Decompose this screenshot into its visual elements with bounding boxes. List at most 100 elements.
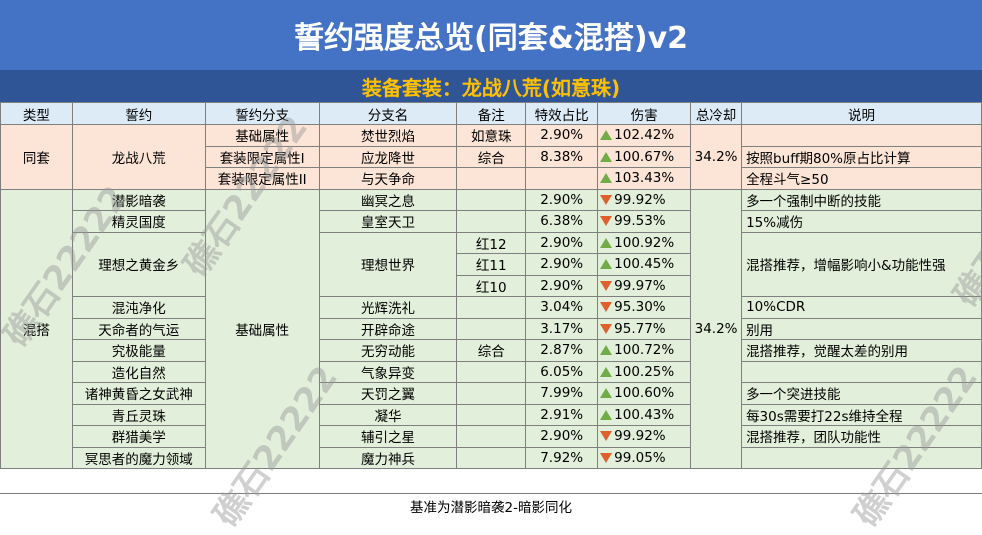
header-row: 类型 誓约 誓约分支 分支名 备注 特效占比 伤害 总冷却 说明 <box>0 102 982 125</box>
triangle-down-icon <box>600 302 613 313</box>
table-row: 红10 2.90% 99.97% <box>1 274 982 297</box>
note-cell <box>456 425 527 448</box>
damage-value: 100.43% <box>614 406 675 423</box>
pledge-cell: 天命者的气运 <box>71 317 206 340</box>
damage-cell: 100.72% <box>597 339 692 362</box>
damage-value: 100.25% <box>614 363 675 380</box>
note-cell <box>456 446 527 469</box>
damage-cell: 102.42% <box>597 124 692 147</box>
pledge-cell: 理想之黄金乡 <box>71 231 206 297</box>
table-row: 诸神黄昏之女武神 天罚之翼 7.99% 100.60% 多一个突进技能 <box>1 382 982 405</box>
desc-cell: 混搭推荐，觉醒太差的别用 <box>741 339 982 362</box>
triangle-up-icon <box>600 409 613 420</box>
branch-name-cell: 凝华 <box>318 403 458 426</box>
table-row: 理想之黄金乡 理想世界 红12 2.90% 100.92% 混搭推荐，增幅影响小&功能性强 <box>1 231 982 297</box>
desc-cell: 混搭推荐，团队功能性 <box>741 425 982 448</box>
pledge-cell: 究极能量 <box>71 339 206 362</box>
pledge-cell: 青丘灵珠 <box>71 403 206 426</box>
damage-cell: 99.97% <box>597 274 692 297</box>
table-row: 套装限定属性I 应龙降世 综合 8.38% 100.67% 按照buff期80%原占比计算 <box>1 145 982 168</box>
triangle-up-icon <box>600 388 613 399</box>
desc-cell <box>741 124 982 147</box>
branch-name-cell: 理想世界 <box>318 231 458 297</box>
damage-value: 95.30% <box>614 299 666 316</box>
damage-cell: 100.92% <box>597 231 692 254</box>
branch-name-cell: 焚世烈焰 <box>318 124 458 147</box>
triangle-up-icon <box>600 345 613 356</box>
effect-pct-cell: 6.05% <box>525 360 599 383</box>
header-cell: 说明 <box>741 102 982 125</box>
damage-value: 99.53% <box>614 213 666 230</box>
note-cell: 综合 <box>456 339 527 362</box>
damage-value: 100.67% <box>614 148 675 165</box>
pledge-cell: 混沌净化 <box>71 296 206 319</box>
desc-cell: 多一个突进技能 <box>741 382 982 405</box>
header-cell: 誓约 <box>71 102 206 125</box>
branch-name-cell: 开辟命途 <box>318 317 458 340</box>
effect-pct-cell: 2.90% <box>525 231 599 254</box>
effect-pct-cell: 6.38% <box>525 210 599 233</box>
note-cell <box>456 167 527 190</box>
triangle-up-icon <box>600 173 613 184</box>
damage-cell: 99.53% <box>597 210 692 233</box>
pledge-cell: 龙战八荒 <box>71 124 206 190</box>
branch-name-cell: 与天争命 <box>318 167 458 190</box>
effect-pct-cell: 8.38% <box>525 145 599 168</box>
table-row: 天命者的气运 开辟命途 3.17% 95.77% 别用 <box>1 317 982 340</box>
table-row: 混沌净化 光辉洗礼 3.04% 95.30% 10%CDR <box>1 296 982 319</box>
desc-cell: 混搭推荐，增幅影响小&功能性强 <box>741 231 982 297</box>
pledge-cell: 潜影暗袭 <box>71 188 206 211</box>
damage-value: 102.42% <box>614 127 675 144</box>
effect-pct-cell: 3.04% <box>525 296 599 319</box>
effect-pct-cell: 2.90% <box>525 253 599 276</box>
effect-pct-cell: 7.92% <box>525 446 599 469</box>
damage-value: 99.92% <box>614 428 666 445</box>
triangle-down-icon <box>600 216 613 227</box>
damage-value: 99.05% <box>614 449 666 466</box>
branch-name-cell: 幽冥之息 <box>318 188 458 211</box>
header-cell: 分支名 <box>318 102 458 125</box>
damage-cell: 100.43% <box>597 403 692 426</box>
branch-name-cell: 气象异变 <box>318 360 458 383</box>
damage-cell: 99.92% <box>597 425 692 448</box>
triangle-down-icon <box>600 431 613 442</box>
header-cell: 誓约分支 <box>204 102 320 125</box>
damage-value: 100.92% <box>614 234 675 251</box>
note-cell <box>456 188 527 211</box>
table-row: 精灵国度 皇室天卫 6.38% 99.53% 15%减伤 <box>1 210 982 233</box>
table-row: 冥思者的魔力领域 魔力神兵 7.92% 99.05% <box>1 446 982 469</box>
triangle-up-icon <box>600 130 613 141</box>
note-cell <box>456 382 527 405</box>
type-cell: 混搭 <box>0 188 73 469</box>
pledge-cell: 群猎美学 <box>71 425 206 448</box>
damage-value: 100.45% <box>614 256 675 273</box>
note-cell <box>456 317 527 340</box>
branch-cell: 套装限定属性II <box>204 167 320 190</box>
triangle-up-icon <box>600 237 613 248</box>
branch-name-cell: 无穷动能 <box>318 339 458 362</box>
cooldown-cell: 34.2% <box>690 124 743 190</box>
damage-cell: 100.25% <box>597 360 692 383</box>
triangle-down-icon <box>600 323 613 334</box>
damage-cell: 95.30% <box>597 296 692 319</box>
damage-cell: 100.45% <box>597 253 692 276</box>
header-cell: 类型 <box>0 102 73 125</box>
desc-cell: 每30s需要打22s维持全程 <box>741 403 982 426</box>
damage-cell: 99.92% <box>597 188 692 211</box>
desc-cell: 全程斗气≥50 <box>741 167 982 190</box>
page-title: 誓约强度总览(同套&混搭)v2 <box>0 0 982 71</box>
branch-cell: 基础属性 <box>204 124 320 147</box>
desc-cell: 别用 <box>741 317 982 340</box>
desc-cell: 多一个强制中断的技能 <box>741 188 982 211</box>
damage-cell: 95.77% <box>597 317 692 340</box>
branch-name-cell: 皇室天卫 <box>318 210 458 233</box>
damage-cell: 103.43% <box>597 167 692 190</box>
desc-cell: 10%CDR <box>741 296 982 319</box>
damage-cell: 100.67% <box>597 145 692 168</box>
cooldown-cell: 34.2% <box>690 188 743 469</box>
note-cell <box>456 210 527 233</box>
pledge-cell: 诸神黄昏之女武神 <box>71 382 206 405</box>
damage-value: 99.92% <box>614 191 666 208</box>
damage-value: 95.77% <box>614 320 666 337</box>
